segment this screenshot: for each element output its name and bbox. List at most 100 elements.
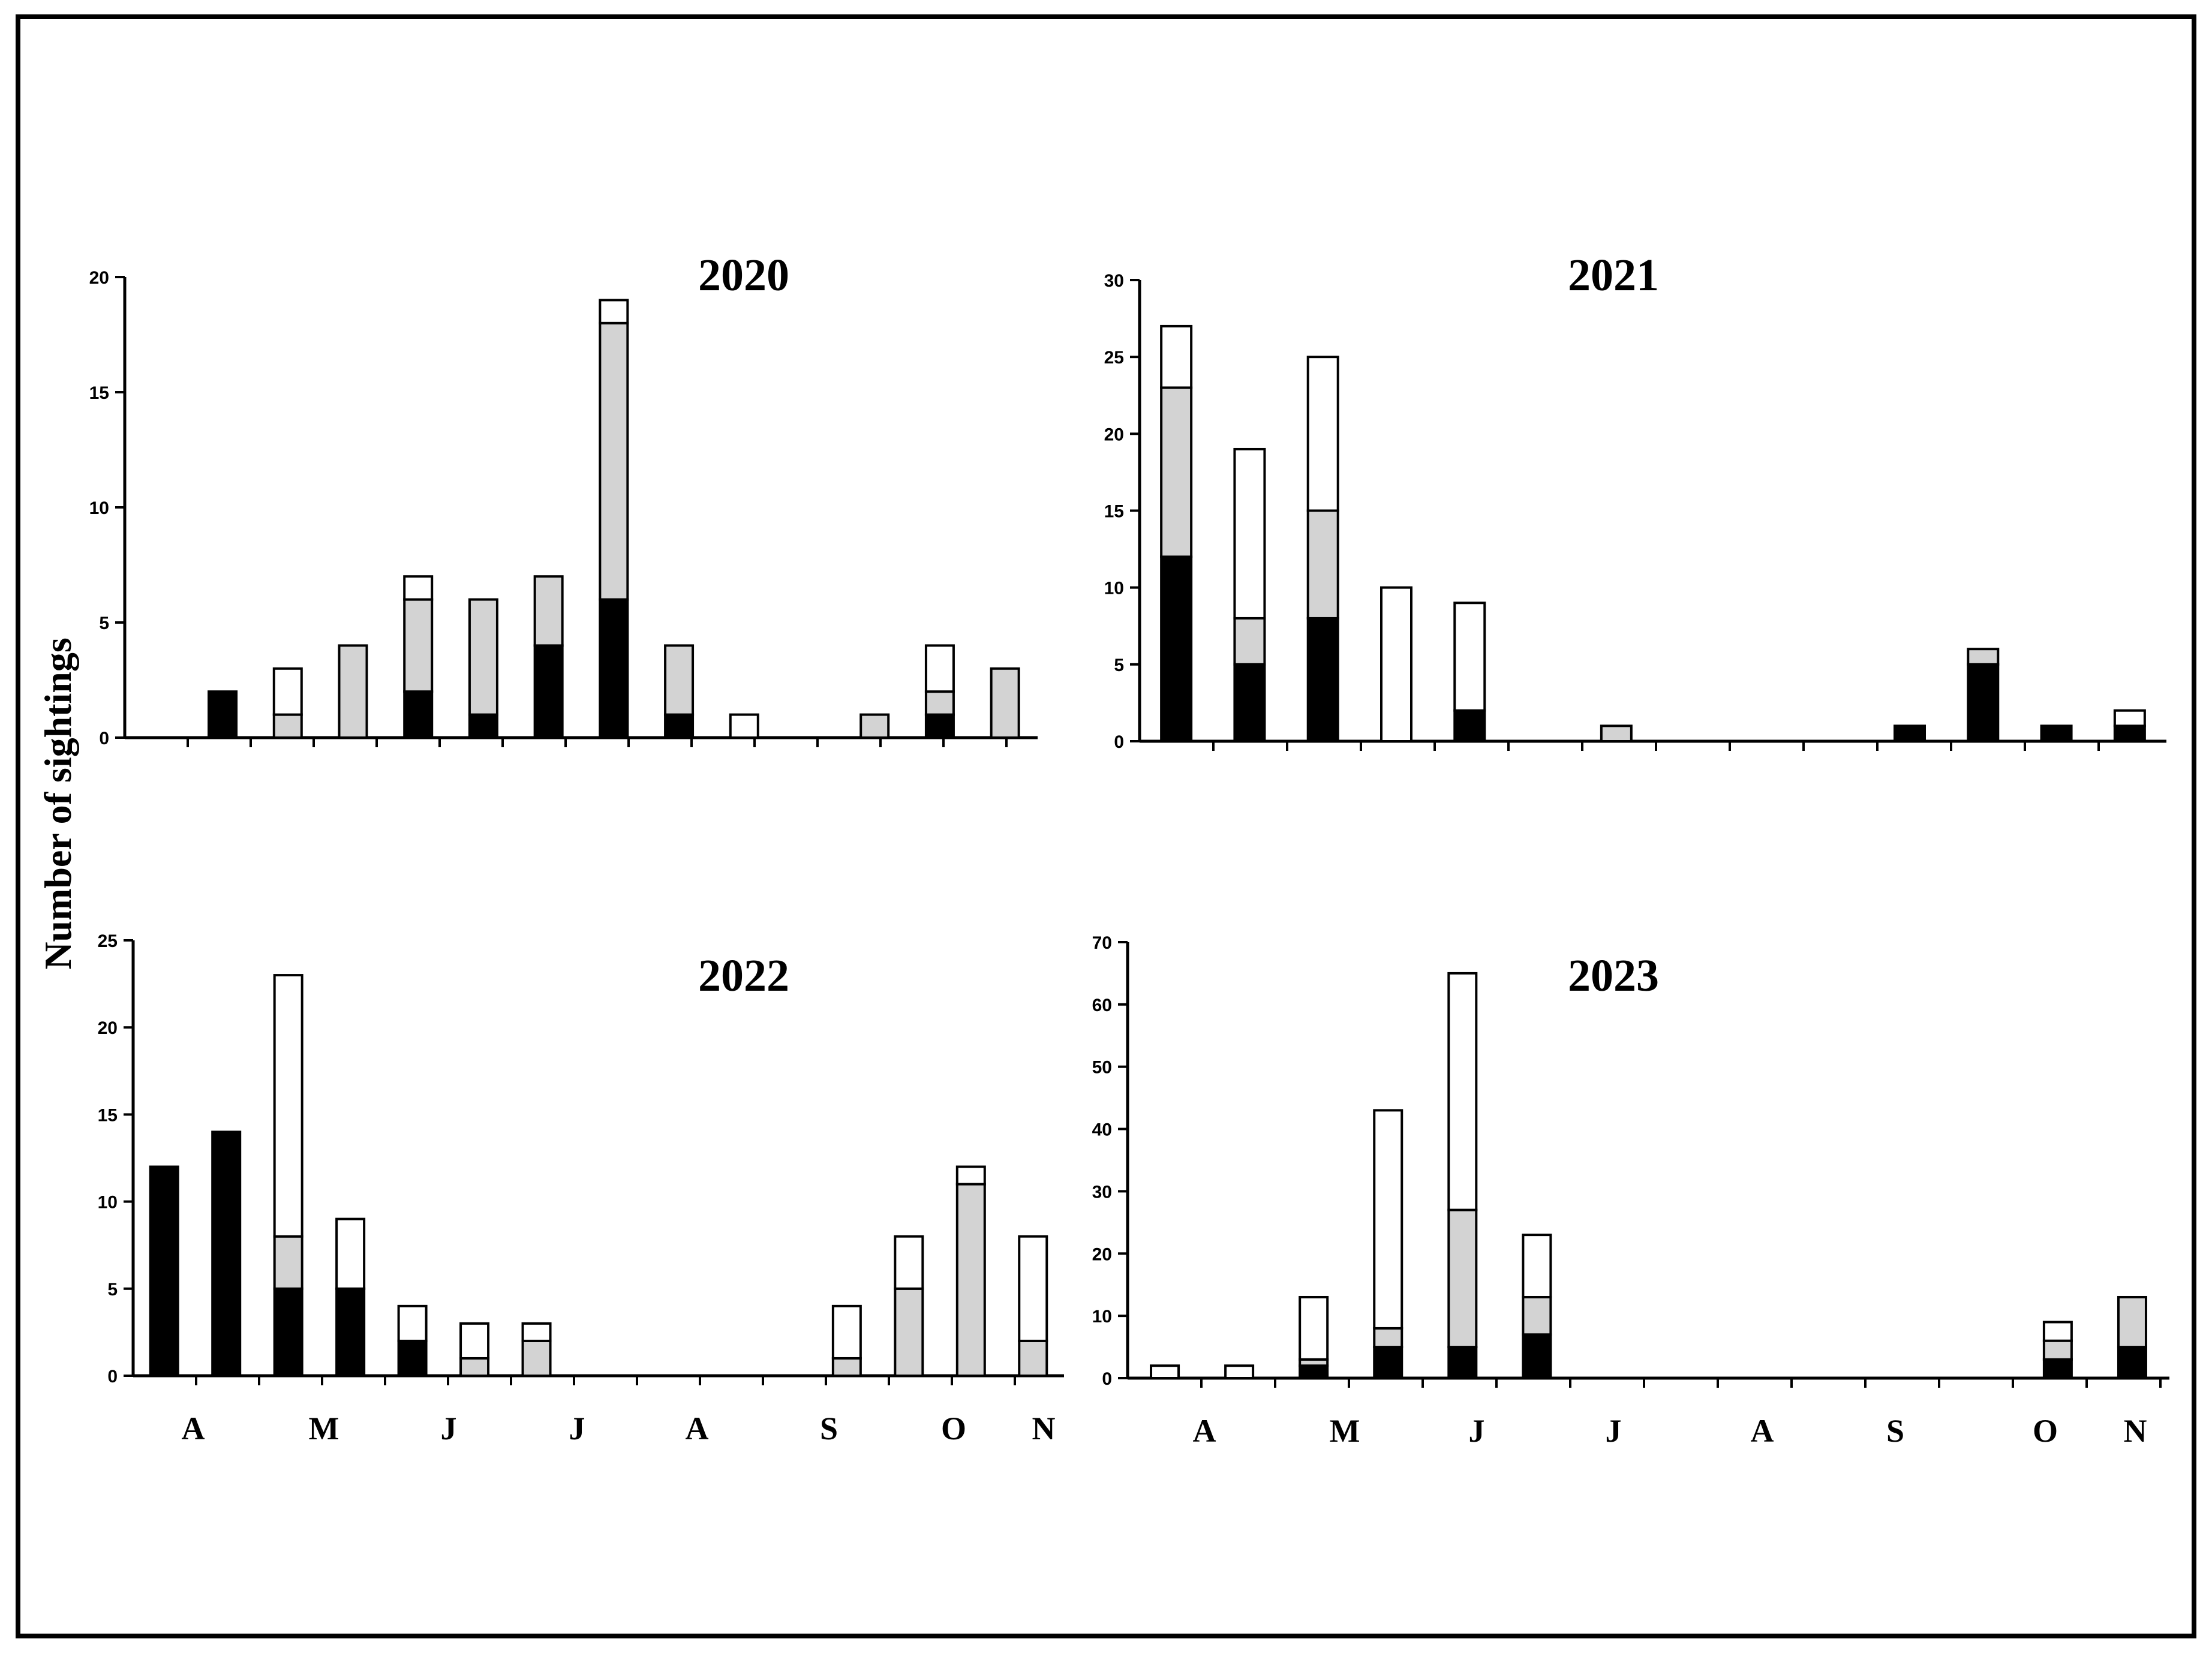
- stacked-bar: [2042, 1321, 2073, 1379]
- bar-segment-grey: [1600, 724, 1633, 743]
- chart-panel-2023: 0 10 20 30 40 50 60 70 2023 A M J J A S O N: [1092, 933, 2169, 1449]
- stacked-bar: [273, 974, 303, 1378]
- bar-segment-white: [1150, 1364, 1180, 1379]
- y-tick-label: 20: [1104, 425, 1124, 444]
- month-label: M: [309, 1411, 339, 1447]
- month-label: A: [1193, 1413, 1216, 1449]
- bar-segment-white: [1380, 586, 1412, 743]
- bar-segment-black: [1453, 709, 1486, 742]
- y-tick-label: 20: [98, 1018, 118, 1038]
- bar-segment-grey: [859, 713, 890, 739]
- month-label: O: [941, 1411, 966, 1447]
- bar-segment-black: [1967, 663, 2000, 743]
- y-tick-label: 50: [1092, 1058, 1112, 1078]
- stacked-bar: [729, 713, 759, 739]
- bar-segment-white: [955, 1165, 986, 1186]
- bar-segment-white: [1373, 1109, 1403, 1330]
- stacked-bar: [664, 644, 695, 739]
- chart-title: 2020: [698, 250, 789, 300]
- y-tick-label: 60: [1092, 996, 1112, 1015]
- bar-segment-black: [2117, 1346, 2147, 1380]
- stacked-bar: [990, 667, 1020, 739]
- month-label: J: [1469, 1413, 1485, 1449]
- y-tick-label: 0: [99, 729, 109, 748]
- month-label: S: [1886, 1413, 1904, 1449]
- stacked-bar: [533, 575, 564, 739]
- stacked-bar: [955, 1165, 986, 1378]
- bar-segment-black: [211, 1130, 242, 1377]
- bar-segment-white: [1299, 1295, 1329, 1361]
- bar-segment-grey: [1233, 617, 1266, 666]
- bar-segment-black: [335, 1287, 366, 1378]
- bar-segment-white: [2113, 709, 2146, 727]
- stacked-bar: [338, 644, 368, 739]
- stacked-bar: [1299, 1295, 1329, 1379]
- month-label: N: [2124, 1413, 2147, 1449]
- bar-segment-black: [533, 644, 564, 739]
- bar-segment-grey: [273, 1235, 303, 1290]
- bar-segment-white: [599, 299, 629, 324]
- y-tick-label: 0: [1102, 1369, 1112, 1389]
- bar-segment-grey: [599, 321, 629, 601]
- bar-segment-white: [894, 1235, 924, 1290]
- bar-segment-white: [729, 713, 759, 739]
- bar-segment-black: [1373, 1346, 1403, 1380]
- y-tick-label: 10: [1092, 1307, 1112, 1327]
- stacked-bar: [272, 667, 303, 739]
- y-tick-label: 20: [1092, 1244, 1112, 1264]
- bar-segment-white: [1018, 1235, 1048, 1342]
- bar-segment-white: [272, 667, 303, 716]
- month-label: O: [2033, 1413, 2058, 1449]
- stacked-bar: [335, 1217, 366, 1378]
- stacked-bar: [521, 1322, 552, 1377]
- bar-segment-black: [1522, 1333, 1552, 1380]
- stacked-bar: [397, 1304, 428, 1377]
- bar-segment-black: [403, 690, 434, 739]
- bar-segment-white: [1160, 324, 1193, 389]
- bar-segment-white: [1453, 602, 1486, 712]
- chart-title: 2023: [1568, 951, 1659, 1001]
- y-tick-label: 70: [1092, 933, 1112, 953]
- stacked-bar: [2040, 724, 2073, 743]
- stacked-bar: [211, 1130, 242, 1377]
- y-tick-label: 40: [1092, 1120, 1112, 1140]
- bar-segment-black: [2040, 724, 2073, 743]
- bar-segment-black: [208, 690, 238, 739]
- bar-segment-black: [1894, 724, 1926, 743]
- y-axis-label: Number of sightings: [37, 637, 79, 970]
- stacked-bar: [1150, 1364, 1180, 1379]
- y-tick-label: 25: [98, 931, 118, 951]
- bar-segment-white: [1306, 356, 1339, 512]
- y-tick-label: 15: [89, 383, 109, 403]
- bar-segment-grey: [403, 598, 434, 693]
- stacked-bar: [468, 598, 498, 739]
- stacked-bar: [599, 299, 629, 739]
- y-tick-label: 5: [99, 614, 109, 633]
- bar-segment-black: [1160, 555, 1193, 743]
- bar-segment-black: [1306, 617, 1339, 743]
- y-tick-label: 5: [1114, 655, 1124, 675]
- stacked-bar: [1306, 356, 1339, 743]
- bar-segment-grey: [894, 1287, 924, 1378]
- stacked-bar: [894, 1235, 924, 1378]
- stacked-bar: [1160, 324, 1193, 743]
- bar-segment-white: [459, 1322, 490, 1360]
- stacked-bar: [831, 1304, 862, 1377]
- y-tick-label: 10: [98, 1193, 118, 1213]
- bar-segment-white: [1447, 972, 1478, 1211]
- y-tick-label: 30: [1104, 271, 1124, 291]
- stacked-bar: [859, 713, 890, 739]
- y-tick-label: 30: [1092, 1182, 1112, 1202]
- bar-segment-black: [2113, 724, 2146, 743]
- chart-panel-2021: 0 5 10 15 20 25 30 2021: [1104, 250, 2166, 752]
- bar-segment-grey: [831, 1357, 862, 1377]
- bar-segment-black: [1299, 1364, 1329, 1379]
- stacked-bar: [1447, 972, 1478, 1380]
- bar-segment-grey: [924, 690, 955, 716]
- chart-title: 2021: [1568, 250, 1659, 300]
- month-label: J: [441, 1411, 457, 1447]
